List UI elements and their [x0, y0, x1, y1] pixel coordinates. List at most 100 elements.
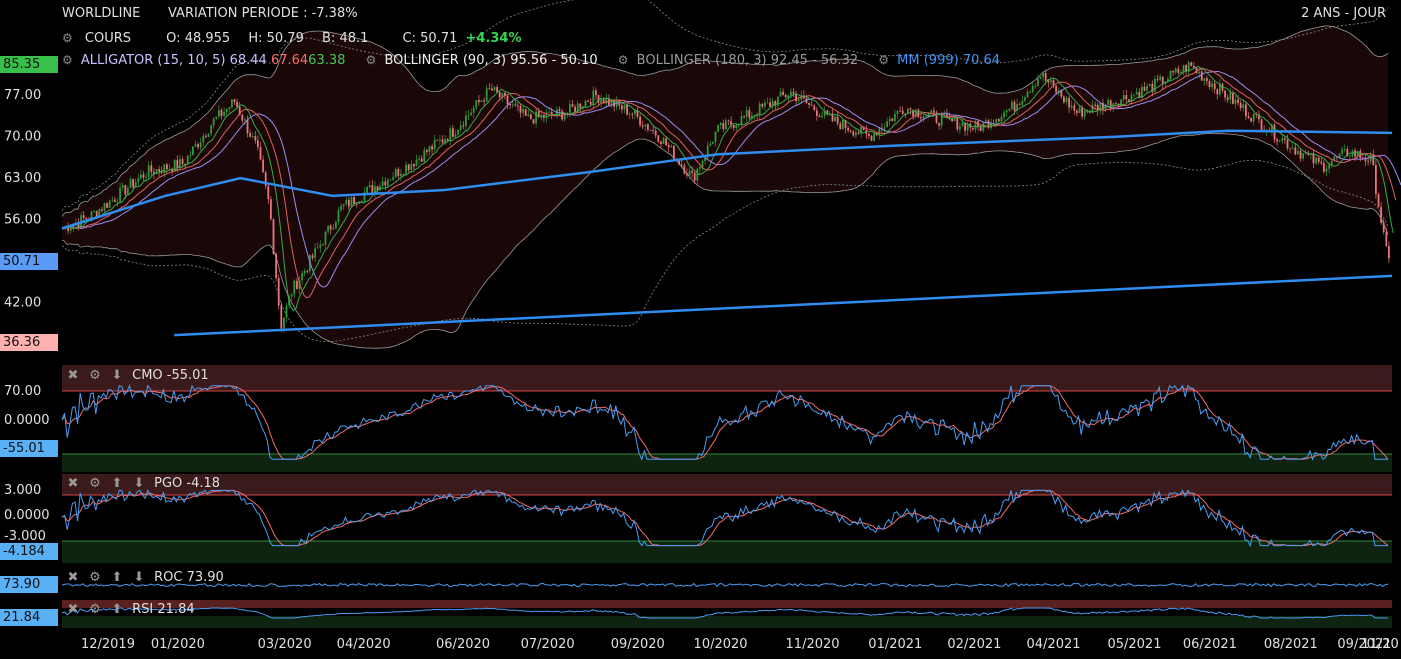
close-icon[interactable]: ✖	[67, 368, 79, 383]
close-icon[interactable]: ✖	[67, 602, 79, 617]
arrow-up-icon[interactable]: ⬆	[111, 602, 123, 617]
candle-body	[1258, 114, 1260, 120]
candle-body	[127, 187, 129, 195]
gear-icon[interactable]: ⚙	[89, 602, 101, 617]
candle-body	[137, 178, 140, 182]
candle	[1343, 144, 1346, 153]
arrow-up-icon[interactable]: ⬆	[111, 476, 123, 491]
candle-body	[173, 159, 176, 172]
candle-body	[223, 111, 225, 116]
candle-body	[207, 133, 210, 137]
candle	[587, 99, 589, 103]
candle	[316, 242, 319, 249]
candle-body	[693, 172, 696, 181]
candle-body	[1070, 105, 1073, 108]
candle-body	[1177, 68, 1180, 74]
candle	[465, 110, 467, 131]
gear-icon[interactable]: ⚙	[878, 53, 890, 67]
pgo-tick-label: -3.000	[4, 529, 46, 544]
candle-body	[1091, 104, 1094, 113]
candle	[335, 220, 337, 230]
close-icon[interactable]: ✖	[67, 476, 79, 491]
candle-body	[1203, 78, 1206, 81]
close-label: C:	[402, 31, 416, 46]
candle-body	[423, 149, 426, 162]
candle-body	[111, 199, 114, 201]
x-tick-label: 12/2019	[81, 637, 135, 652]
gear-icon[interactable]: ⚙	[89, 368, 101, 383]
candle-body	[342, 204, 345, 206]
candle-body	[1065, 97, 1068, 103]
candle-body	[1115, 103, 1117, 105]
candle	[1317, 156, 1320, 165]
candle-body	[392, 177, 394, 180]
candle-body	[1063, 96, 1065, 103]
candle-body	[413, 164, 415, 167]
candle-body	[678, 158, 680, 165]
candle	[93, 209, 95, 213]
candle-body	[301, 273, 303, 281]
candle-body	[441, 139, 444, 143]
gear-icon[interactable]: ⚙	[617, 53, 629, 67]
candle-body	[849, 130, 852, 132]
close-icon[interactable]: ✖	[67, 570, 79, 585]
candle-body	[946, 113, 948, 117]
candle-body	[1125, 95, 1128, 100]
gear-icon[interactable]: ⚙	[89, 476, 101, 491]
candle	[108, 199, 111, 209]
candle	[530, 110, 532, 120]
gear-icon[interactable]: ⚙	[62, 53, 73, 67]
roc-line	[61, 582, 1389, 588]
candle-body	[1185, 65, 1187, 72]
candle	[688, 166, 691, 180]
alligator-label: ALLIGATOR (15, 10, 5)	[80, 53, 226, 68]
candle	[761, 102, 764, 109]
cmo-tick-label: 70.00	[4, 384, 41, 399]
candle-body	[1003, 112, 1005, 118]
gear-icon[interactable]: ⚙	[62, 31, 73, 45]
candle	[1011, 99, 1013, 112]
candle-body	[1239, 102, 1242, 109]
candle-body	[670, 145, 673, 148]
roc-panel	[62, 572, 1392, 594]
gear-icon[interactable]: ⚙	[365, 53, 377, 67]
candle	[199, 137, 202, 151]
candle-body	[1013, 101, 1016, 111]
candle-body	[1128, 99, 1130, 103]
arrow-down-icon[interactable]: ⬇	[133, 570, 145, 585]
candle	[1323, 160, 1325, 174]
candle-body	[1367, 161, 1369, 162]
candle	[452, 125, 454, 138]
candle	[641, 120, 644, 130]
candle-body	[1375, 165, 1377, 195]
arrow-up-icon[interactable]: ⬆	[111, 570, 123, 585]
candle-body	[758, 104, 761, 116]
candle-body	[116, 201, 119, 203]
candle-body	[894, 113, 896, 122]
candle-body	[511, 104, 514, 106]
candle	[602, 96, 605, 104]
candle	[1297, 147, 1299, 155]
arrow-down-icon[interactable]: ⬇	[133, 476, 145, 491]
candle-body	[449, 128, 452, 141]
candle-body	[389, 179, 392, 181]
gear-icon[interactable]: ⚙	[89, 570, 101, 585]
candle	[1380, 202, 1382, 225]
candle	[1057, 87, 1060, 96]
period-selector[interactable]: 2 ANS - JOUR	[1301, 6, 1386, 21]
candle	[524, 108, 527, 116]
candle-body	[896, 110, 899, 114]
candle-body	[1107, 100, 1109, 105]
candle	[1224, 90, 1226, 102]
candle-body	[85, 217, 88, 220]
candle	[1190, 61, 1193, 67]
candle	[1031, 82, 1034, 94]
arrow-down-icon[interactable]: ⬇	[111, 368, 123, 383]
candle	[340, 203, 342, 212]
candle	[264, 170, 267, 189]
candle	[280, 301, 283, 333]
candle-body	[108, 200, 111, 208]
candle	[1050, 76, 1052, 85]
candle-body	[938, 122, 940, 126]
